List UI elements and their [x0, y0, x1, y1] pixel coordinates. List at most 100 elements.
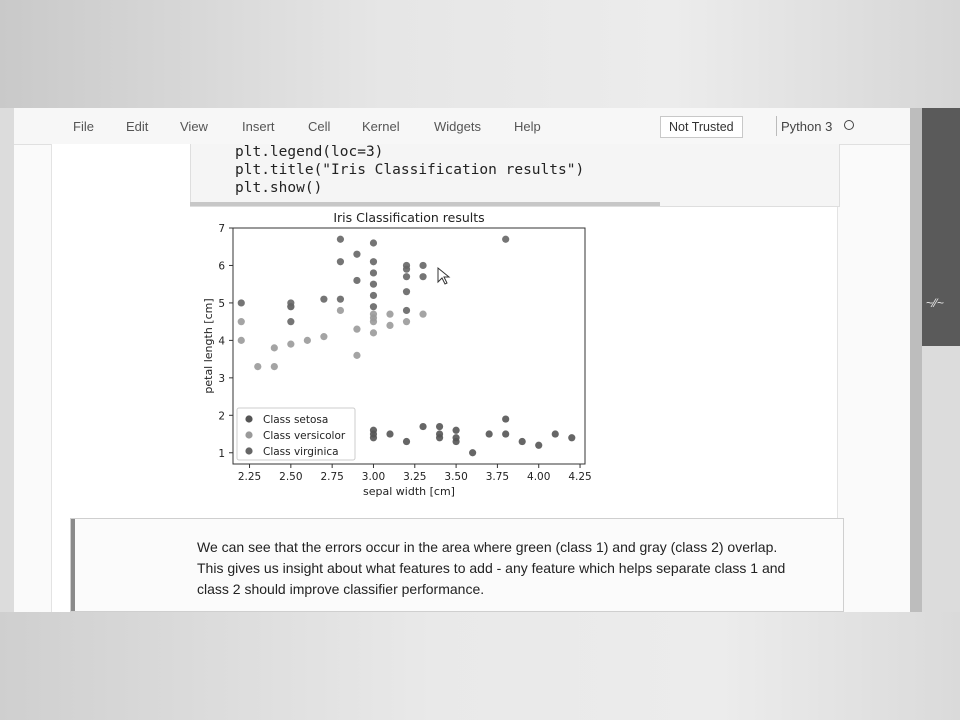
x-tick-label: 4.25: [568, 471, 591, 483]
menu-view[interactable]: View: [180, 119, 208, 134]
y-tick-label: 5: [218, 298, 225, 310]
data-point: [320, 333, 328, 341]
data-point: [369, 258, 378, 266]
y-tick-label: 3: [218, 373, 225, 385]
legend-marker: [245, 447, 253, 455]
code-line: plt.title("Iris Classification results"): [235, 162, 585, 178]
legend-marker: [245, 431, 253, 439]
data-point: [502, 235, 510, 243]
data-point: [369, 310, 378, 318]
background-bottom: [0, 612, 960, 720]
code-horizontal-scrollbar[interactable]: [190, 202, 660, 206]
data-point: [502, 430, 510, 438]
data-point: [485, 430, 493, 438]
kernel-separator: [776, 116, 777, 136]
kernel-idle-circle-icon: [844, 120, 854, 130]
data-point: [369, 303, 378, 311]
legend-label: Class virginica: [263, 446, 339, 458]
markdown-line: class 2 should improve classifier perfor…: [197, 581, 485, 597]
data-point: [237, 299, 245, 307]
background-top: [0, 0, 960, 108]
y-tick-label: 2: [218, 410, 225, 422]
data-point: [469, 449, 477, 457]
x-axis-label: sepal width [cm]: [363, 485, 455, 498]
data-point: [369, 269, 378, 277]
data-point: [336, 295, 345, 303]
code-line: plt.show(): [235, 180, 323, 196]
x-tick-label: 2.25: [238, 471, 261, 483]
data-point: [402, 306, 411, 315]
data-point: [369, 239, 378, 247]
side-panel: [922, 108, 960, 346]
mouse-cursor-icon: [437, 266, 451, 285]
data-point: [369, 280, 378, 288]
legend-label: Class setosa: [263, 414, 328, 426]
menu-insert[interactable]: Insert: [242, 119, 275, 134]
menu-widgets[interactable]: Widgets: [434, 119, 481, 134]
y-tick-label: 1: [218, 448, 225, 460]
data-point: [386, 310, 394, 318]
data-point: [369, 329, 378, 337]
data-point: [452, 434, 460, 442]
data-point: [419, 261, 427, 270]
data-point: [270, 344, 278, 352]
data-point: [402, 437, 411, 446]
notebook-scrollbar[interactable]: [910, 108, 922, 612]
x-tick-label: 2.50: [279, 471, 302, 483]
data-point: [287, 318, 295, 326]
data-point: [287, 303, 295, 311]
markdown-text: We can see that the errors occur in the …: [197, 537, 837, 600]
markdown-cell[interactable]: We can see that the errors occur in the …: [70, 518, 844, 612]
cell-selection-bar: [71, 519, 75, 611]
y-tick-label: 7: [218, 223, 225, 235]
menu-kernel[interactable]: Kernel: [362, 119, 400, 134]
chart-title: Iris Classification results: [333, 210, 484, 225]
y-axis-label: petal length [cm]: [202, 298, 215, 393]
not-trusted-button[interactable]: Not Trusted: [660, 116, 743, 138]
data-point: [402, 265, 411, 273]
data-point: [353, 351, 361, 359]
y-tick-label: 6: [218, 260, 225, 272]
data-point: [435, 422, 444, 431]
data-point: [402, 318, 411, 326]
menu-file[interactable]: File: [73, 119, 94, 134]
data-point: [435, 434, 444, 442]
data-point: [320, 295, 328, 303]
x-tick-label: 2.75: [320, 471, 343, 483]
data-point: [270, 363, 278, 371]
markdown-line: This gives us insight about what feature…: [197, 560, 786, 576]
notebook-window: File Edit View Insert Cell Kernel Widget…: [14, 108, 910, 612]
menu-help[interactable]: Help: [514, 119, 541, 134]
legend-box: [236, 407, 356, 461]
data-point: [369, 430, 378, 438]
y-tick-label: 4: [218, 335, 225, 347]
legend-marker: [245, 415, 253, 423]
data-point: [419, 422, 427, 431]
x-tick-label: 4.00: [527, 471, 550, 483]
kernel-name[interactable]: Python 3: [781, 119, 833, 134]
data-point: [402, 273, 411, 281]
markdown-line: We can see that the errors occur in the …: [197, 539, 778, 555]
data-point: [568, 434, 576, 442]
x-tick-label: 3.25: [403, 471, 426, 483]
data-point: [254, 363, 262, 371]
code-line: plt.legend(loc=3): [235, 144, 384, 160]
data-point: [535, 441, 543, 449]
data-point: [386, 321, 394, 329]
data-point: [336, 258, 345, 266]
data-point: [237, 318, 245, 326]
x-tick-label: 3.00: [362, 471, 385, 483]
data-point: [336, 235, 345, 243]
data-point: [303, 336, 311, 344]
code-cell-input[interactable]: plt.legend(loc=3) plt.title("Iris Classi…: [190, 144, 840, 207]
menu-cell[interactable]: Cell: [308, 119, 331, 134]
scatter-plot: Iris Classification results sepal width […: [202, 210, 592, 498]
menu-edit[interactable]: Edit: [126, 119, 149, 134]
data-point: [502, 415, 510, 423]
notebook-area: plt.legend(loc=3) plt.title("Iris Classi…: [51, 144, 844, 612]
data-point: [551, 430, 559, 438]
data-point: [287, 340, 295, 348]
data-point: [237, 336, 245, 344]
data-point: [353, 250, 361, 258]
data-point: [369, 291, 378, 300]
